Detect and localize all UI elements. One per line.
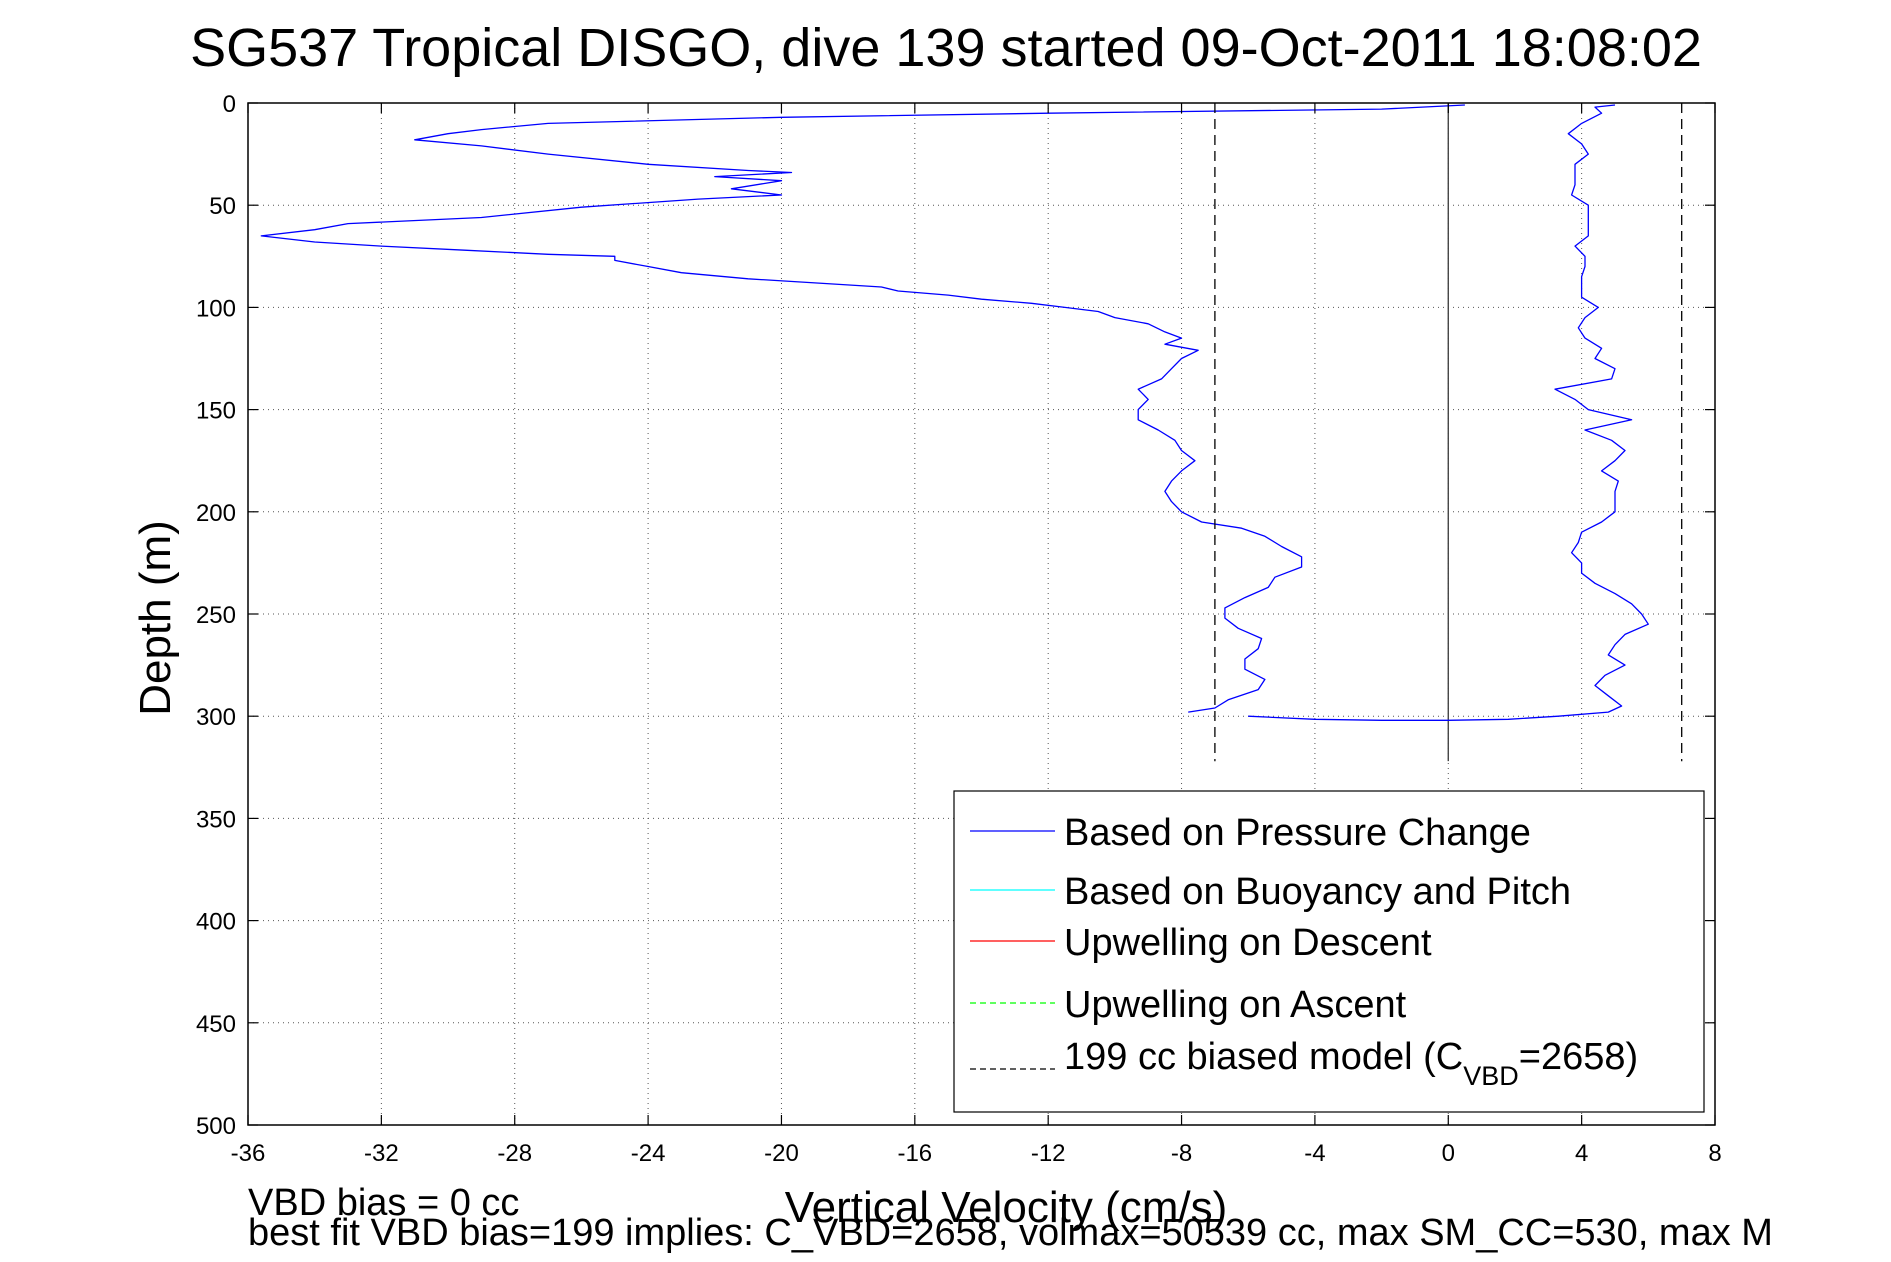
vbd-bias-annotation: VBD bias = 0 cc [248,1182,520,1224]
y-tick-label: 0 [223,91,236,118]
y-tick-labels: 0 50 100 150 200 250 300 350 400 450 500 [196,91,236,1140]
legend-label-model-suffix: =2658) [1519,1036,1638,1078]
axis-ticks [247,102,1716,1126]
y-tick-label: 400 [196,909,236,936]
x-tick-label: -4 [1304,1140,1325,1167]
legend-entry-pressure: Based on Pressure Change [970,812,1531,854]
legend-label-descent: Upwelling on Descent [1064,922,1432,964]
x-tick-label: -20 [764,1140,799,1167]
x-tick-label: 8 [1708,1140,1721,1167]
series-layer [260,103,1683,762]
x-tick-label: -12 [1031,1140,1066,1167]
legend-entry-buoyancy: Based on Buoyancy and Pitch [970,871,1571,913]
legend-label-ascent: Upwelling on Ascent [1064,984,1407,1026]
y-tick-label: 450 [196,1011,236,1038]
y-tick-label: 250 [196,602,236,629]
x-tick-label: -32 [364,1140,399,1167]
x-tick-label: -24 [631,1140,666,1167]
legend-label-model-sub: VBD [1463,1061,1519,1091]
chart-title: SG537 Tropical DISGO, dive 139 started 0… [190,18,1702,78]
legend-entry-descent: Upwelling on Descent [970,922,1432,964]
x-tick-label: 0 [1442,1140,1455,1167]
legend-box [953,790,1705,1113]
y-tick-label: 500 [196,1113,236,1140]
legend: Based on Pressure Change Based on Buoyan… [953,790,1705,1113]
y-tick-label: 150 [196,398,236,425]
legend-label-model: 199 cc biased model (CVBD=2658) [1064,1036,1638,1091]
x-tick-label: -8 [1171,1140,1192,1167]
y-tick-label: 300 [196,704,236,731]
x-tick-labels: -36 -32 -28 -24 -20 -16 -12 -8 -4 0 4 8 [231,1140,1722,1167]
legend-label-model-prefix: 199 cc biased model (C [1064,1036,1463,1078]
legend-entry-ascent: Upwelling on Ascent [970,984,1407,1026]
x-tick-label: -36 [231,1140,266,1167]
x-tick-label: -16 [897,1140,932,1167]
x-tick-label: 4 [1575,1140,1588,1167]
x-tick-label: -28 [497,1140,532,1167]
legend-label-pressure: Based on Pressure Change [1064,812,1531,854]
y-tick-label: 50 [209,193,236,220]
series-line-ascent [1248,104,1649,721]
legend-entry-model: 199 cc biased model (CVBD=2658) [970,1036,1638,1091]
y-axis-label: Depth (m) [131,520,180,716]
series-line-descent [260,104,1465,713]
y-tick-label: 350 [196,806,236,833]
best-fit-annotation: best fit VBD bias=199 implies: C_VBD=265… [248,1212,1773,1254]
y-tick-label: 200 [196,500,236,527]
legend-label-buoyancy: Based on Buoyancy and Pitch [1064,871,1571,913]
y-tick-label: 100 [196,295,236,322]
x-axis-label: Vertical Velocity (cm/s) [785,1183,1228,1232]
